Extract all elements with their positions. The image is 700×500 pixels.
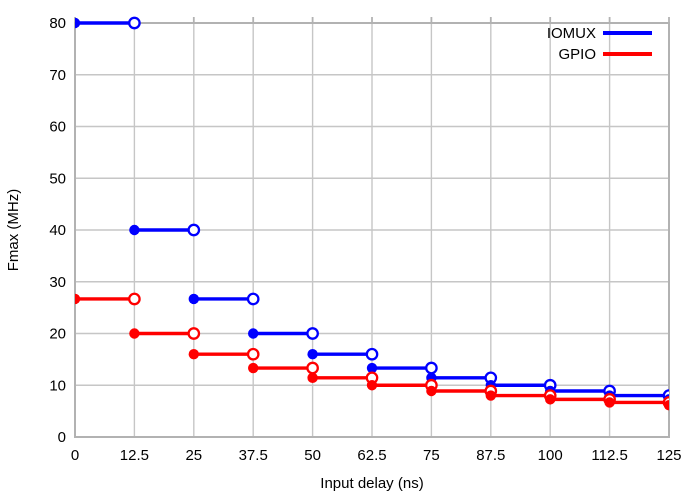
series-gpio-marker-open-2 [187,327,201,340]
x-tick-label-8: 100 [538,447,563,464]
y-tick-label-4: 40 [49,222,66,239]
y-tick-label-5: 50 [49,170,66,187]
series-iomux-marker-filled-0 [75,17,81,29]
legend-label-gpio: GPIO [558,46,596,63]
y-tick-label-2: 20 [49,326,66,343]
plot-border [74,22,670,438]
x-tick-label-2: 25 [185,447,202,464]
series-iomux-marker-open-3 [246,292,260,306]
x-tick-label-10: 125 [656,447,681,464]
series-iomux-marker-filled-4 [307,349,318,360]
series-iomux-marker-open-4 [306,327,319,340]
x-tick-label-6: 75 [423,447,440,464]
y-tick-label-1: 10 [49,377,66,394]
series-iomux-marker-filled-2 [188,293,199,305]
series-iomux-marker-filled-1 [129,224,140,236]
x-tick-label-7: 87.5 [476,447,505,464]
series-gpio-marker-open-1 [128,292,141,306]
series-gpio [75,292,669,411]
series-gpio-marker-filled-4 [307,372,318,384]
series-iomux-marker-open-5 [365,347,379,361]
y-tick-label-8: 80 [49,15,66,32]
x-tick-label-3: 37.5 [239,447,268,464]
series-gpio-marker-filled-7 [485,390,496,401]
series-iomux-marker-filled-3 [248,328,259,339]
series-gpio-marker-filled-3 [248,362,259,374]
series-iomux [75,16,669,405]
y-tick-label-7: 70 [49,67,66,84]
y-tick-label-6: 60 [49,119,66,136]
series-gpio-marker-filled-5 [366,380,378,391]
legend: IOMUX GPIO [547,25,652,63]
series-iomux-marker-open-6 [425,361,438,375]
series-iomux-marker-open-1 [128,16,141,30]
series-gpio-marker-filled-1 [129,328,140,339]
series-gpio-marker-filled-8 [545,394,556,405]
x-tick-label-0: 0 [71,447,79,464]
x-tick-label-4: 50 [304,447,321,464]
x-tick-label-5: 62.5 [357,447,386,464]
series-gpio-marker-open-4 [306,361,319,375]
series-gpio-marker-filled-0 [75,293,81,305]
series-gpio-marker-filled-6 [426,385,437,397]
x-tick-label-1: 12.5 [120,447,149,464]
y-axis-title: Fmax (MHz) [5,189,22,272]
x-axis-title: Input delay (ns) [320,475,423,492]
y-tick-label-0: 0 [58,429,66,446]
series-iomux-marker-filled-5 [366,362,378,374]
series-gpio-marker-filled-9 [604,397,615,408]
x-tick-label-9: 112.5 [591,447,627,464]
series-layer [75,16,669,411]
y-tick-label-3: 30 [49,274,66,291]
tick-labels: 0 12.5 25 37.5 50 62.5 75 87.5 100 112.5 125 0 10 20 3… [49,15,681,464]
series-gpio-marker-filled-10 [663,399,669,411]
series-iomux-marker-open-2 [187,223,201,237]
series-gpio-marker-open-3 [246,347,260,361]
series-gpio-marker-filled-2 [188,349,199,360]
legend-label-iomux: IOMUX [547,25,596,42]
